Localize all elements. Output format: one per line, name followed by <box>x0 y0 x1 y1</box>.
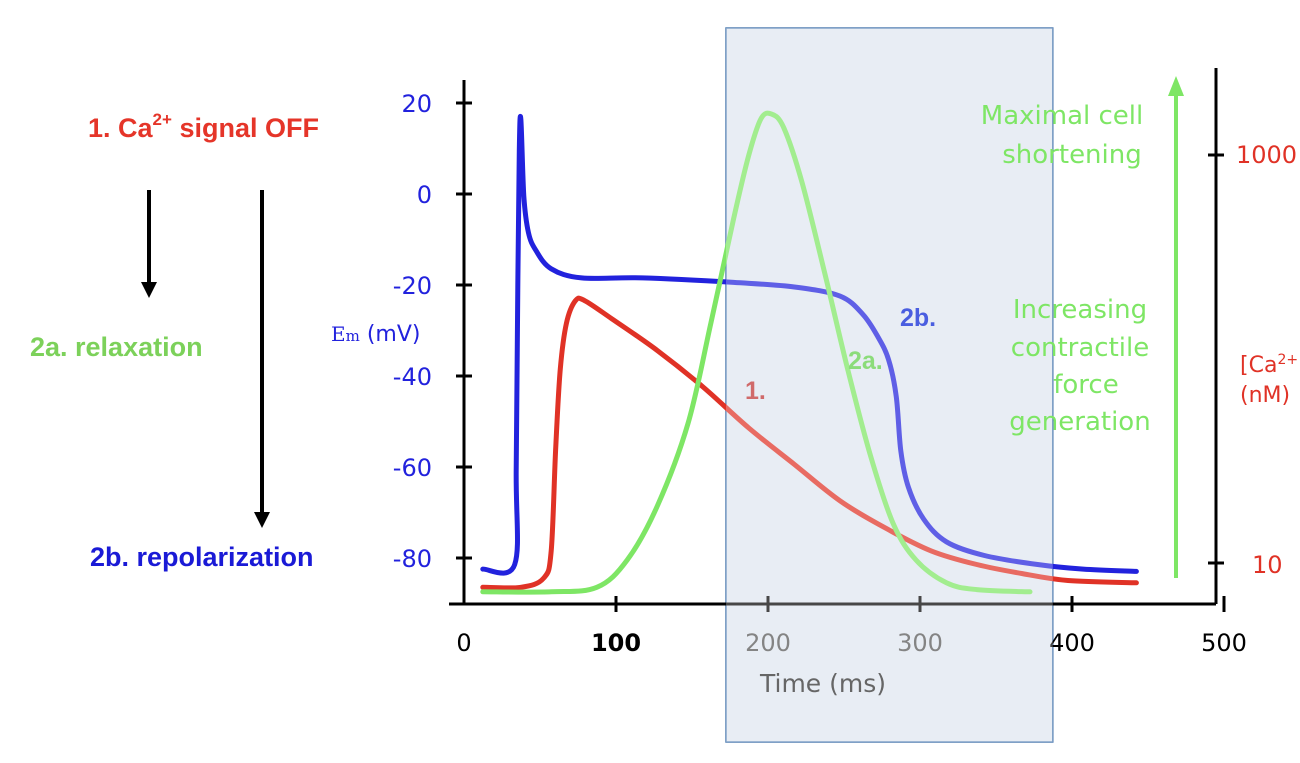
highlight-window-overlay <box>726 28 1053 742</box>
right-tick-label-10: 10 <box>1252 551 1283 579</box>
x-tick-label-0: 0 <box>456 629 471 657</box>
calcium-series-label: 1. <box>745 377 766 405</box>
repolarization-label: 2b. repolarization <box>90 542 314 572</box>
y-tick-label--40: -40 <box>393 363 432 391</box>
left-axis-label: Em (mV) <box>331 322 420 347</box>
contraction-series-label: 2a. <box>848 347 883 375</box>
y-tick-label--20: -20 <box>393 272 432 300</box>
x-tick-label-200: 200 <box>745 629 791 657</box>
calcium-series-line <box>480 295 1139 591</box>
y-tick-label-20: 20 <box>401 90 432 118</box>
right-axis-label-line1: [Ca2+] <box>1240 352 1300 378</box>
annotation-shortening: shortening <box>1002 140 1142 170</box>
left-axis-ticks: 20 0 -20 -40 -60 -80 <box>393 90 472 573</box>
annotation-contractile: contractile <box>1011 333 1149 363</box>
membrane-series-label: 2b. <box>900 304 936 332</box>
short-down-arrow-head <box>141 282 157 298</box>
highlight-window <box>725 27 1054 743</box>
x-tick-label-100: 100 <box>591 629 641 657</box>
annotation-force: force <box>1053 370 1118 400</box>
x-axis-ticks: 0 100 200 300 400 500 <box>456 596 1247 657</box>
x-tick-label-400: 400 <box>1049 629 1095 657</box>
y-tick-label--80: -80 <box>393 545 432 573</box>
contraction-series-line <box>480 110 1033 595</box>
membrane-potential-series-line <box>480 114 1139 576</box>
right-tick-label-1000: 1000 <box>1236 141 1297 169</box>
long-down-arrow-head <box>254 512 270 528</box>
annotation-increasing: Increasing <box>1013 295 1147 325</box>
annotation-maximal-cell: Maximal cell <box>981 101 1143 131</box>
calcium-signal-off-label: 1. Ca2+ signal OFF <box>88 110 319 143</box>
right-axis-label-line2: (nM) <box>1240 383 1290 408</box>
y-tick-label-0: 0 <box>417 181 432 209</box>
x-axis-label: Time (ms) <box>759 669 886 698</box>
y-tick-label--60: -60 <box>393 454 432 482</box>
contraction-up-arrow-head <box>1168 76 1184 96</box>
annotation-generation: generation <box>1009 407 1150 437</box>
relaxation-label: 2a. relaxation <box>30 332 203 362</box>
x-tick-label-300: 300 <box>897 629 943 657</box>
x-tick-label-500: 500 <box>1201 629 1247 657</box>
